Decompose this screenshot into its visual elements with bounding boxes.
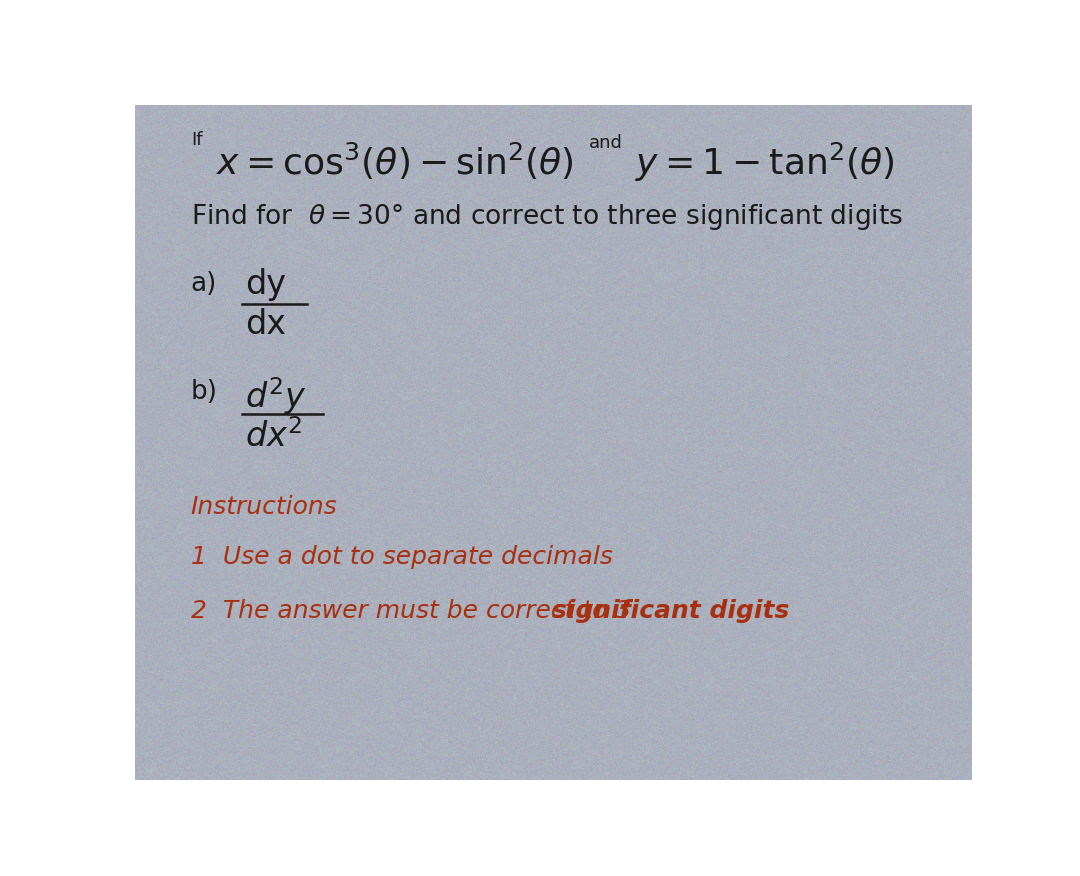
Text: 2  The answer must be correct to 3: 2 The answer must be correct to 3 <box>191 598 639 623</box>
Text: and: and <box>589 134 622 152</box>
Text: $x = \mathregular{cos}^3(\theta) - \mathregular{sin}^2(\theta)$: $x = \mathregular{cos}^3(\theta) - \math… <box>216 140 575 181</box>
Text: significant digits: significant digits <box>552 598 789 623</box>
Text: dy: dy <box>245 267 286 300</box>
Text: a): a) <box>191 272 217 298</box>
Text: 1  Use a dot to separate decimals: 1 Use a dot to separate decimals <box>191 545 612 569</box>
Text: If: If <box>191 131 202 149</box>
Text: Instructions: Instructions <box>191 495 338 519</box>
Text: $d^2y$: $d^2y$ <box>245 376 307 417</box>
Text: $dx^2$: $dx^2$ <box>245 420 302 454</box>
Text: dx: dx <box>245 308 286 342</box>
Text: $y = 1 - \mathregular{tan}^2(\theta)$: $y = 1 - \mathregular{tan}^2(\theta)$ <box>635 140 894 184</box>
Text: b): b) <box>191 379 218 406</box>
Text: Find for  $\theta = 30$° and correct to three significant digits: Find for $\theta = 30$° and correct to t… <box>191 202 903 232</box>
